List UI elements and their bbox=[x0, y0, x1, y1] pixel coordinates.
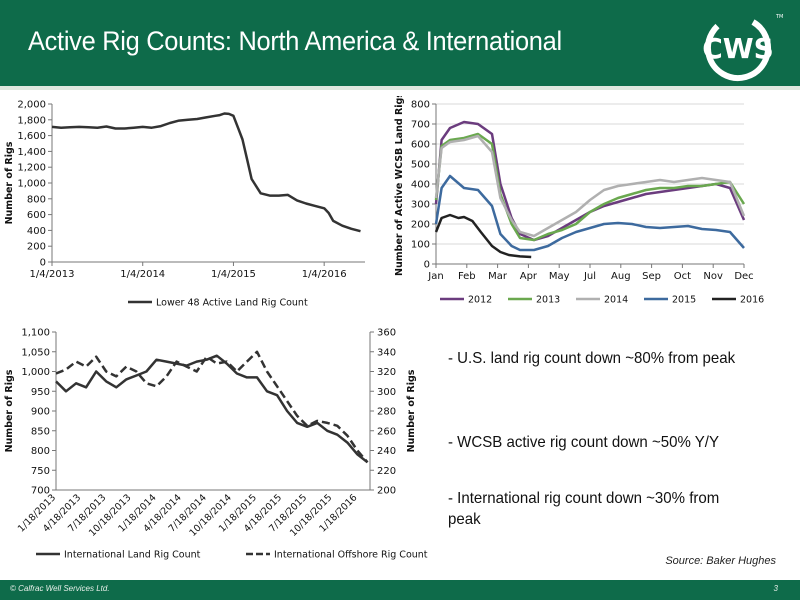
y-tick-label: 1,050 bbox=[21, 347, 50, 358]
y-tick-label: 200 bbox=[27, 242, 46, 253]
y-tick-label: 100 bbox=[411, 240, 430, 251]
logo-text: CWS bbox=[702, 32, 774, 65]
x-tick-label: Nov bbox=[703, 271, 723, 282]
y-tick-label: 1,000 bbox=[21, 367, 50, 378]
y-tick-label: 950 bbox=[31, 387, 50, 398]
series-line bbox=[55, 354, 369, 464]
x-tick-label: Aug bbox=[611, 271, 631, 282]
y-tick-label: 0 bbox=[424, 260, 430, 271]
source-note: Source: Baker Hughes bbox=[665, 555, 776, 567]
legend-label: International Offshore Rig Count bbox=[274, 550, 428, 561]
y2-tick-label: 300 bbox=[377, 387, 396, 398]
x-tick-label: Oct bbox=[674, 271, 691, 282]
y-tick-label: 800 bbox=[31, 446, 50, 457]
series-line bbox=[434, 132, 746, 242]
x-tick-label: 1/4/2015 bbox=[211, 269, 256, 280]
footer-copyright: © Calfrac Well Services Ltd. bbox=[10, 584, 110, 593]
y2-axis-title: Number of Rigs bbox=[406, 369, 417, 452]
y-tick-label: 600 bbox=[411, 140, 430, 151]
y2-tick-label: 260 bbox=[377, 426, 396, 437]
y2-tick-label: 240 bbox=[377, 446, 396, 457]
series-line bbox=[434, 134, 746, 238]
y2-tick-label: 280 bbox=[377, 407, 396, 418]
y-tick-label: 800 bbox=[27, 194, 46, 205]
y2-tick-label: 320 bbox=[377, 367, 396, 378]
series-line bbox=[434, 213, 532, 259]
y-tick-label: 1,400 bbox=[17, 147, 46, 158]
x-tick-label: Jan bbox=[427, 271, 443, 282]
x-tick-label: 1/4/2013 bbox=[30, 269, 75, 280]
x-tick-label: Jul bbox=[583, 271, 596, 282]
bullet-us-land: - U.S. land rig count down ~80% from pea… bbox=[448, 350, 736, 367]
y-tick-label: 1,800 bbox=[17, 115, 46, 126]
y2-tick-label: 360 bbox=[377, 328, 396, 339]
wcsb-rig-chart: 0 100 200 300 400 500 600 700 800 Jan Feb Mar Apr May… bbox=[394, 96, 764, 306]
legend-label: 2015 bbox=[672, 295, 696, 306]
x-tick-label: Apr bbox=[520, 271, 538, 282]
x-tick-label: Sep bbox=[642, 271, 661, 282]
y-tick-label: 750 bbox=[31, 466, 50, 477]
legend-label: International Land Rig Count bbox=[64, 550, 201, 561]
y-tick-label: 2,000 bbox=[17, 100, 46, 111]
y2-tick-label: 200 bbox=[377, 486, 396, 497]
legend-label: 2012 bbox=[468, 295, 492, 306]
international-rig-chart: 700 750 800 850 900 950 1,000 1,050 1,100 200 220 2… bbox=[4, 328, 428, 561]
y-tick-label: 300 bbox=[411, 200, 430, 211]
slide-title: Active Rig Counts: North America & Inter… bbox=[28, 26, 562, 56]
cws-logo: CWS TM bbox=[702, 14, 783, 81]
legend-label: Lower 48 Active Land Rig Count bbox=[156, 298, 308, 309]
logo-trademark: TM bbox=[775, 14, 783, 20]
y-tick-label: 1,200 bbox=[17, 163, 46, 174]
y-tick-label: 200 bbox=[411, 220, 430, 231]
x-tick-label: May bbox=[549, 271, 570, 282]
y-axis-title: Number of Active WCSB Land Rigs bbox=[394, 96, 405, 276]
y-tick-label: 900 bbox=[31, 407, 50, 418]
page-number: 3 bbox=[773, 584, 778, 593]
y-tick-label: 400 bbox=[27, 226, 46, 237]
x-tick-label: 1/4/2014 bbox=[120, 269, 165, 280]
y-tick-label: 1,600 bbox=[17, 131, 46, 142]
y-axis-title: Number of Rigs bbox=[4, 369, 15, 452]
y-tick-label: 850 bbox=[31, 426, 50, 437]
y2-tick-label: 220 bbox=[377, 466, 396, 477]
y-tick-label: 700 bbox=[31, 486, 50, 497]
header-stripe bbox=[0, 86, 800, 90]
bullet-wcsb: - WCSB active rig count down ~50% Y/Y bbox=[448, 434, 719, 451]
legend-label: 2014 bbox=[604, 295, 628, 306]
y-tick-label: 1,000 bbox=[17, 179, 46, 190]
y-tick-label: 1,100 bbox=[21, 328, 50, 339]
series-line bbox=[55, 350, 369, 464]
header-bar bbox=[0, 0, 800, 86]
bullet-international: - International rig count down ~30% from… bbox=[448, 490, 720, 528]
x-tick-label: Mar bbox=[488, 271, 508, 282]
x-tick-label: Dec bbox=[734, 271, 753, 282]
footer-bar: © Calfrac Well Services Ltd. 3 bbox=[0, 580, 800, 600]
y-tick-label: 400 bbox=[411, 180, 430, 191]
series-line bbox=[434, 120, 746, 242]
legend-label: 2013 bbox=[536, 295, 560, 306]
y-tick-label: 700 bbox=[411, 120, 430, 131]
y2-tick-label: 340 bbox=[377, 347, 396, 358]
y-tick-label: 600 bbox=[27, 210, 46, 221]
y-tick-label: 500 bbox=[411, 160, 430, 171]
series-line bbox=[434, 174, 745, 252]
x-tick-label: 1/4/2016 bbox=[302, 269, 347, 280]
series-line bbox=[51, 112, 361, 233]
y-tick-label: 0 bbox=[40, 258, 46, 269]
x-tick-label: Feb bbox=[458, 271, 476, 282]
legend-label: 2016 bbox=[740, 295, 764, 306]
us-land-rig-chart: 0 200 400 600 800 1,000 1,200 1,400 1,600 1,800 2,… bbox=[4, 100, 365, 309]
y-axis-title: Number of Rigs bbox=[4, 141, 15, 224]
y-tick-label: 800 bbox=[411, 100, 430, 111]
